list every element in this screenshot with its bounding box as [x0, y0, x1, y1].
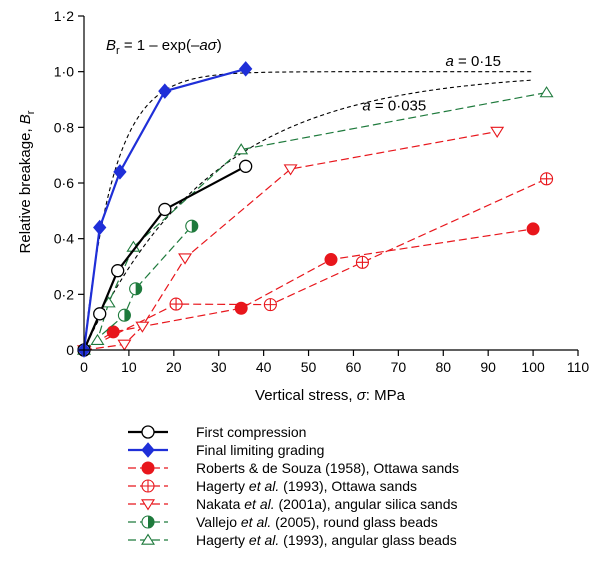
- data-point: [113, 164, 127, 180]
- data-point: [111, 264, 125, 278]
- legend-label: Nakata et al. (2001a), angular silica sa…: [196, 496, 458, 512]
- legend-entry: Roberts & de Souza (1958), Ottawa sands: [128, 460, 459, 476]
- x-tick-label: 10: [121, 359, 137, 375]
- x-tick-label: 30: [211, 359, 227, 375]
- series-line: [83, 228, 534, 351]
- legend-entry: Vallejo et al. (2005), round glass beads: [128, 514, 438, 530]
- x-tick-label: 50: [301, 359, 317, 375]
- curve-label-a-0035: a = 0·035: [362, 98, 426, 115]
- data-point: [490, 126, 505, 138]
- series-first-compression: [77, 159, 253, 357]
- data-point: [129, 282, 143, 296]
- data-point: [106, 325, 120, 339]
- data-point: [178, 253, 193, 265]
- data-point: [526, 222, 540, 236]
- series-vallejo-et-al-2005-round-glass-beads: [77, 219, 199, 357]
- data-point: [93, 219, 107, 236]
- series-line: [83, 225, 193, 351]
- y-tick-label: 0·6: [54, 175, 74, 191]
- legend-swatch-marker: [141, 479, 155, 493]
- data-point: [185, 219, 199, 233]
- series-roberts-de-souza-1958-ottawa-sands: [77, 222, 540, 357]
- legend-entry: Hagerty et al. (1993), Ottawa sands: [128, 478, 417, 494]
- data-point: [158, 83, 172, 99]
- data-point: [90, 333, 105, 346]
- legend-label: First compression: [196, 424, 306, 440]
- data-point: [540, 172, 554, 186]
- legend-entry: Nakata et al. (2001a), angular silica sa…: [128, 496, 458, 512]
- legend-label: Hagerty et al. (1993), Ottawa sands: [196, 478, 417, 494]
- legend-swatch-marker: [141, 425, 155, 439]
- x-tick-label: 60: [346, 359, 362, 375]
- curve-label-a-015: a = 0·15: [446, 53, 501, 70]
- legend-swatch-marker: [141, 515, 155, 529]
- legend-entry: First compression: [128, 424, 306, 440]
- series-hagerty-et-al-1993-angular-glass-beads: [77, 86, 554, 355]
- data-point: [117, 339, 132, 351]
- fitted-curve-2: [83, 79, 534, 351]
- legend-swatch-marker: [141, 499, 155, 511]
- data-point: [234, 301, 248, 315]
- data-point: [539, 86, 554, 98]
- data-point: [117, 308, 131, 322]
- y-tick-label: 1·2: [54, 8, 74, 24]
- formula-annotation: Br = 1 – exp(–aσ): [106, 37, 222, 57]
- series-line: [83, 91, 547, 351]
- y-tick-label: 0·8: [54, 119, 74, 135]
- series-hagerty-et-al-1993-ottawa-sands: [77, 172, 554, 357]
- y-tick-label: 1·0: [54, 64, 74, 80]
- legend-label: Final limiting grading: [196, 442, 324, 458]
- x-tick-label: 100: [521, 359, 545, 375]
- y-tick-label: 0·4: [54, 231, 74, 247]
- x-tick-label: 70: [391, 359, 407, 375]
- data-point: [263, 298, 277, 312]
- data-point: [135, 321, 150, 333]
- data-point: [239, 61, 253, 77]
- x-tick-label: 90: [480, 359, 496, 375]
- data-point: [234, 143, 249, 155]
- legend: First compression Final limiting grading R…: [128, 424, 459, 548]
- data-point: [93, 307, 107, 321]
- axes: 0 10 20 30 40 50 60 70 80 90 100 110 0 0·2 0·4 0·6 0·8 1·…: [54, 8, 590, 375]
- legend-entry: Final limiting grading: [128, 442, 324, 458]
- data-point: [283, 164, 298, 176]
- legend-swatch-marker: [141, 442, 155, 458]
- legend-label: Vallejo et al. (2005), round glass beads: [196, 514, 438, 530]
- y-tick-label: 0·2: [54, 286, 74, 302]
- data-point: [355, 255, 369, 269]
- series-group: [77, 61, 554, 358]
- data-point: [239, 159, 253, 173]
- x-tick-label: 110: [567, 359, 590, 375]
- legend-label: Hagerty et al. (1993), angular glass bea…: [196, 532, 457, 548]
- x-axis-title: Vertical stress, σ: MPa: [255, 387, 406, 404]
- legend-swatch-marker: [141, 533, 155, 545]
- x-tick-label: 80: [435, 359, 451, 375]
- y-tick-label: 0: [66, 342, 74, 358]
- x-tick-label: 0: [80, 359, 88, 375]
- x-tick-label: 20: [166, 359, 182, 375]
- y-axis-title: Relative breakage, Br: [17, 110, 37, 253]
- x-tick-label: 40: [256, 359, 272, 375]
- legend-entry: Hagerty et al. (1993), angular glass bea…: [128, 532, 457, 548]
- data-point: [169, 297, 183, 311]
- series-line: [83, 130, 498, 351]
- legend-label: Roberts & de Souza (1958), Ottawa sands: [196, 460, 459, 476]
- data-point: [158, 202, 172, 217]
- fitted-curves: [83, 71, 534, 351]
- data-point: [324, 253, 338, 267]
- legend-swatch-marker: [141, 461, 155, 475]
- fitted-curve-1: [83, 71, 534, 351]
